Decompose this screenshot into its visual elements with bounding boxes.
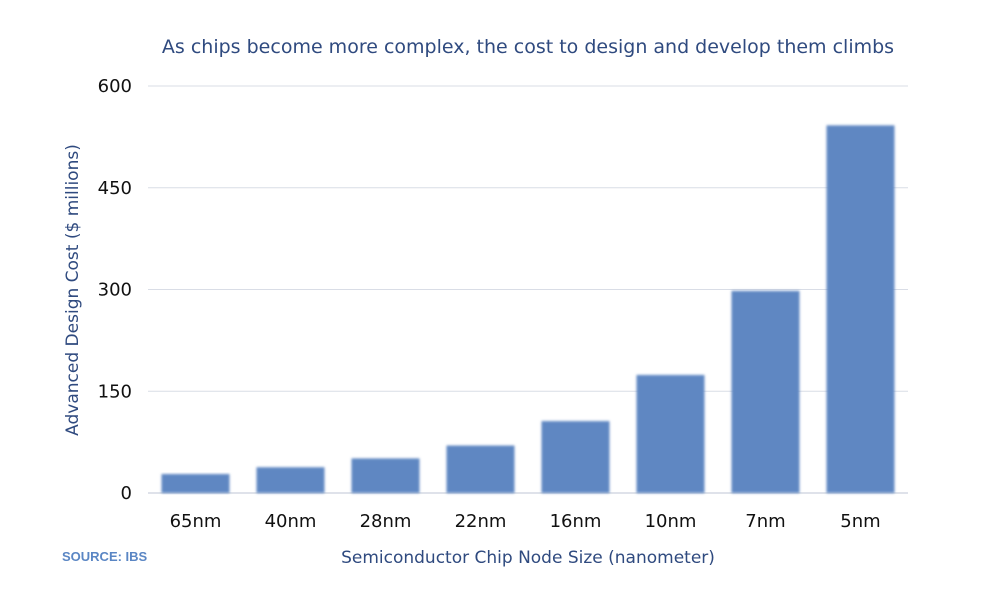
bars [161,125,895,494]
bar-5nm [826,125,895,494]
x-tick-label: 10nm [645,511,697,532]
x-axis: 65nm 40nm 28nm 22nm 16nm 10nm 7nm 5nm [170,511,881,532]
y-tick-label: 150 [98,381,132,402]
source-note: SOURCE: IBS [62,549,148,564]
x-tick-label: 65nm [170,511,222,532]
bar-65nm [161,474,230,493]
x-tick-label: 28nm [360,511,412,532]
bar-22nm [446,445,515,493]
x-axis-label: Semiconductor Chip Node Size (nanometer) [341,548,715,568]
x-tick-label: 40nm [265,511,317,532]
bar-28nm [351,458,420,493]
x-tick-label: 5nm [840,511,880,532]
y-axis: 0 150 300 450 600 [98,76,132,504]
y-tick-label: 0 [121,483,132,504]
x-tick-label: 7nm [745,511,785,532]
y-tick-label: 450 [98,178,132,199]
bar-10nm [636,374,705,493]
y-tick-label: 600 [98,76,132,97]
x-tick-label: 16nm [550,511,602,532]
y-tick-label: 300 [98,280,132,301]
bar-16nm [541,421,610,493]
bar-7nm [731,290,800,493]
y-axis-label: Advanced Design Cost ($ millions) [63,144,83,436]
x-tick-label: 22nm [455,511,507,532]
chart-title: As chips become more complex, the cost t… [162,36,894,58]
bar-40nm [256,467,325,493]
